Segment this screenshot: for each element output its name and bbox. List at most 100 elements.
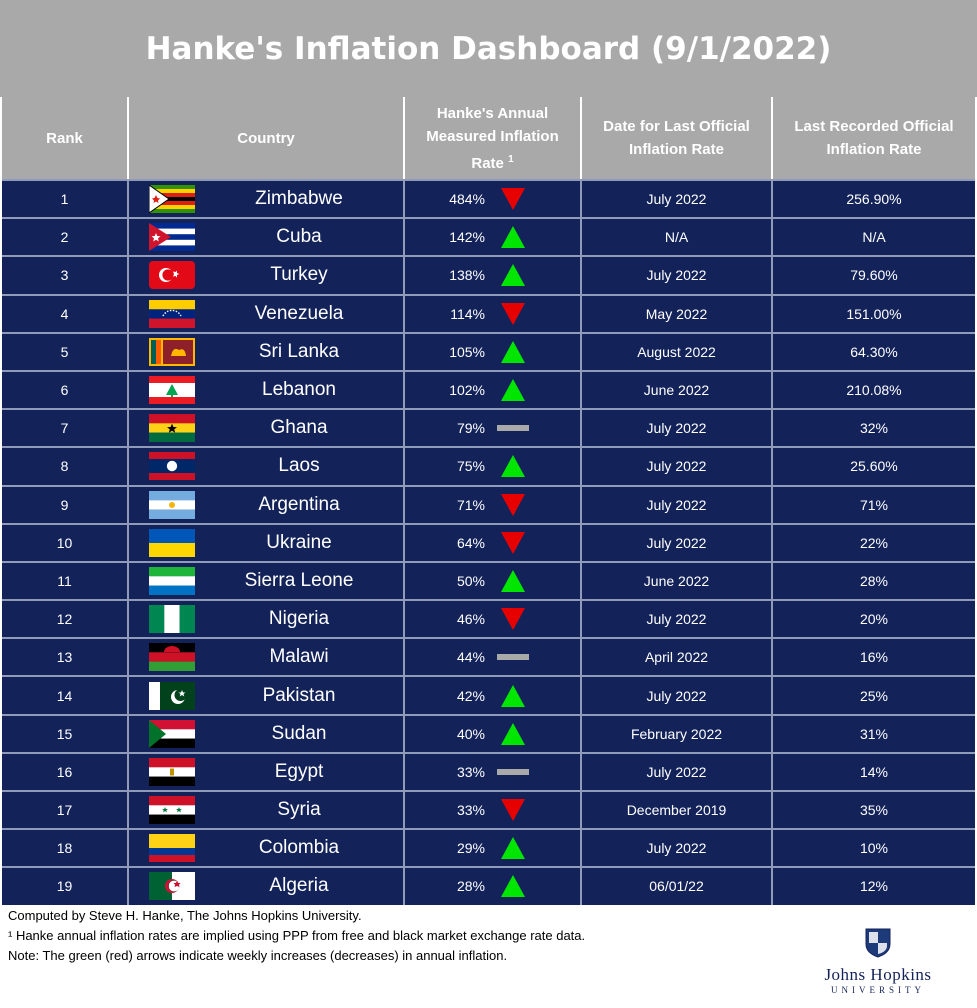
colombia-flag-icon [149, 834, 195, 863]
country-name: Laos [278, 455, 320, 477]
hanke-rate-cell: 50% [405, 562, 582, 600]
country-name: Lebanon [262, 379, 336, 401]
header-hanke-line2: Measured Inflation [426, 127, 559, 145]
official-rate-cell: 12% [859, 878, 889, 895]
country-cell: Malawi [129, 639, 405, 676]
table-row: 11 Sierra Leone 50% June 2022 28% [2, 560, 975, 600]
country-cell: Syria [129, 792, 405, 829]
logo-university: UNIVERSITY [831, 985, 925, 995]
hanke-rate-value: 40% [456, 725, 485, 742]
rank-cell: 6 [2, 371, 129, 409]
up-arrow-icon [501, 379, 525, 402]
rank-cell: 17 [2, 792, 129, 829]
country-cell: Sri Lanka [129, 333, 405, 370]
country-name: Nigeria [268, 608, 330, 630]
hanke-rate-cell: 102% [405, 371, 582, 409]
hanke-rate-value: 64% [456, 534, 485, 551]
rank-cell: 5 [2, 333, 129, 370]
date-cell: July 2022 [582, 448, 773, 485]
country-cell: Turkey [129, 257, 405, 294]
table-row: 10 Ukraine 64% July 2022 22% [2, 522, 975, 561]
up-arrow-icon [501, 226, 525, 249]
official-rate-cell: 20% [859, 611, 889, 628]
official-rate-cell: 210.08% [846, 382, 902, 399]
official-rate-cell: 16% [859, 649, 889, 666]
hanke-rate-value: 50% [456, 572, 485, 589]
trend-indicator [495, 302, 531, 326]
table-row: 8 Laos 75% July 2022 25.60% [2, 446, 975, 485]
trend-indicator [495, 798, 531, 822]
country-name: Syria [277, 799, 321, 821]
header-hanke-line3: Rate [471, 154, 504, 172]
official-rate-cell: 71% [859, 496, 889, 513]
country-cell: Cuba [129, 219, 405, 256]
up-arrow-icon [501, 569, 525, 592]
header-date: Date for Last Official Inflation Rate [582, 97, 773, 179]
zimbabwe-flag-icon [149, 185, 195, 214]
country-name: Colombia [258, 837, 340, 859]
syria-flag-icon [149, 796, 195, 825]
up-arrow-icon [501, 340, 525, 363]
country-cell: Algeria [129, 868, 405, 905]
header-country: Country [129, 97, 405, 179]
hanke-rate-cell: 28% [405, 868, 582, 905]
table-row: 1 Zimbabwe 484% July 2022 256.90% [2, 179, 975, 218]
rank-cell: 2 [2, 219, 129, 256]
hanke-rate-value: 46% [456, 611, 485, 628]
hanke-rate-cell: 64% [405, 524, 582, 561]
up-arrow-icon [501, 837, 525, 860]
country-name: Algeria [269, 875, 329, 897]
up-arrow-icon [501, 455, 525, 478]
hanke-rate-value: 142% [449, 229, 485, 246]
rank-cell: 1 [2, 181, 129, 218]
country-cell: Colombia [129, 830, 405, 867]
hanke-rate-value: 33% [456, 802, 485, 819]
algeria-flag-icon [149, 872, 195, 901]
official-rate-cell: 14% [859, 763, 889, 780]
country-name: Cuba [276, 226, 322, 248]
official-rate-cell: 10% [859, 840, 889, 857]
country-cell: Ghana [129, 410, 405, 447]
country-cell: Venezuela [129, 295, 405, 332]
hanke-rate-value: 102% [449, 382, 485, 399]
country-cell: Sudan [129, 715, 405, 752]
up-arrow-icon [501, 875, 525, 898]
country-name: Turkey [270, 264, 328, 286]
hanke-rate-cell: 46% [405, 601, 582, 638]
trend-indicator [495, 722, 531, 746]
footnote-credit: Computed by Steve H. Hanke, The Johns Ho… [8, 908, 362, 923]
hanke-rate-cell: 40% [405, 715, 582, 752]
lebanon-flag-icon [149, 376, 195, 405]
trend-indicator [495, 684, 531, 708]
nigeria-flag-icon [149, 605, 195, 634]
country-cell: Zimbabwe [129, 181, 405, 218]
trend-indicator [495, 493, 531, 517]
hanke-rate-value: 44% [456, 649, 485, 666]
date-cell: April 2022 [582, 639, 773, 676]
official-rate-cell: 79.60% [850, 267, 898, 284]
trend-indicator [495, 263, 531, 287]
trend-indicator [495, 836, 531, 860]
date-cell: July 2022 [582, 601, 773, 638]
ukraine-flag-icon [149, 528, 195, 557]
hanke-rate-cell: 484% [405, 181, 582, 218]
country-name: Sierra Leone [244, 569, 354, 591]
table-row: 18 Colombia 29% July 2022 10% [2, 828, 975, 867]
hanke-rate-value: 28% [456, 878, 485, 895]
jhu-shield-icon [865, 928, 891, 958]
hanke-rate-cell: 105% [405, 333, 582, 370]
official-rate-cell: 28% [859, 572, 889, 589]
up-arrow-icon [501, 264, 525, 287]
hanke-rate-value: 105% [449, 343, 485, 360]
table-row: 4 Venezuela 114% May 2022 151.00% [2, 293, 975, 332]
table-row: 7 Ghana 79% July 2022 32% [2, 408, 975, 447]
hanke-rate-value: 42% [456, 687, 485, 704]
country-name: Venezuela [254, 302, 344, 324]
country-name: Ukraine [266, 531, 332, 553]
country-cell: Argentina [129, 486, 405, 523]
official-rate-cell: 25% [859, 687, 889, 704]
date-cell: February 2022 [582, 715, 773, 752]
table-row: 14 Pakistan 42% July 2022 25% [2, 675, 975, 714]
rank-cell: 10 [2, 524, 129, 561]
hanke-rate-value: 138% [449, 267, 485, 284]
